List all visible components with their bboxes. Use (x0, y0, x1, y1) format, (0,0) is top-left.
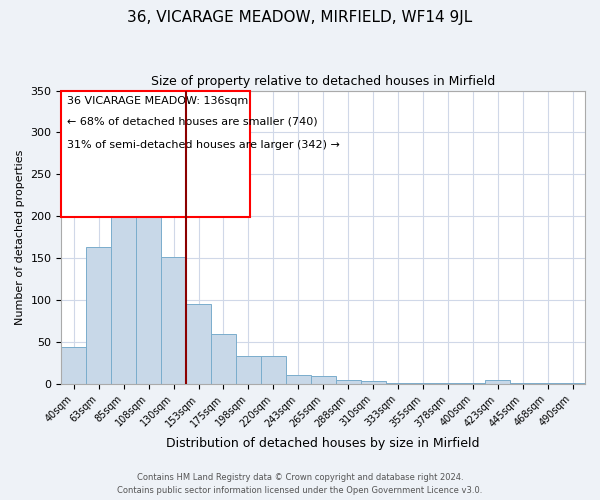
Bar (286, 375, 311, 384)
Bar (386, 383, 410, 384)
Bar (261, 356, 286, 384)
Bar (535, 383, 560, 384)
X-axis label: Distribution of detached houses by size in Mirfield: Distribution of detached houses by size … (166, 437, 480, 450)
Bar (460, 383, 485, 384)
Bar (61, 347, 86, 384)
Text: 31% of semi-detached houses are larger (342) →: 31% of semi-detached houses are larger (… (67, 140, 340, 150)
Bar (86, 248, 111, 384)
Y-axis label: Number of detached properties: Number of detached properties (15, 150, 25, 325)
Bar (236, 356, 261, 384)
Bar (161, 256, 186, 384)
Bar (361, 380, 386, 384)
Bar (485, 380, 510, 384)
Text: 36, VICARAGE MEADOW, MIRFIELD, WF14 9JL: 36, VICARAGE MEADOW, MIRFIELD, WF14 9JL (127, 10, 473, 25)
Bar (211, 334, 236, 384)
Bar (410, 383, 436, 384)
Text: 36 VICARAGE MEADOW: 136sqm: 36 VICARAGE MEADOW: 136sqm (67, 96, 248, 106)
Title: Size of property relative to detached houses in Mirfield: Size of property relative to detached ho… (151, 75, 496, 88)
Bar (186, 304, 211, 384)
Bar (111, 171, 136, 384)
Text: Contains HM Land Registry data © Crown copyright and database right 2024.
Contai: Contains HM Land Registry data © Crown c… (118, 474, 482, 495)
Bar (510, 383, 535, 384)
FancyBboxPatch shape (61, 90, 250, 217)
Bar (136, 193, 161, 384)
Bar (335, 380, 361, 384)
Bar (436, 383, 460, 384)
Bar (311, 376, 335, 384)
Text: ← 68% of detached houses are smaller (740): ← 68% of detached houses are smaller (74… (67, 117, 317, 127)
Bar (560, 383, 585, 384)
